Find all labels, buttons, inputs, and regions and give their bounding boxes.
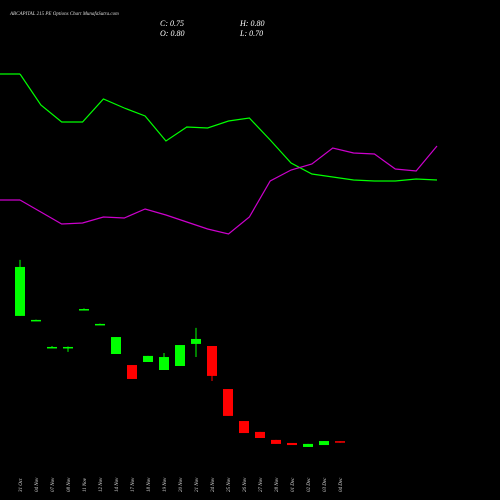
chart-title: ABCAPITAL 215 PE Options Chart MunafaSut…	[9, 12, 119, 17]
x-tick-label: 17 Nov	[131, 477, 136, 492]
x-tick-label: 01 Dec	[291, 477, 296, 492]
x-tick-label: 19 Nov	[163, 477, 168, 492]
x-tick-label: 27 Nov	[259, 477, 264, 492]
x-tick-label: 25 Nov	[227, 477, 232, 492]
candle-body	[143, 355, 153, 362]
x-tick-label: 07 Nov	[51, 477, 56, 492]
candle-body	[63, 346, 73, 349]
candle-body	[303, 443, 313, 447]
candle-body	[319, 441, 329, 446]
x-tick-label: 21 Nov	[195, 477, 200, 492]
x-tick-label: 03 Dec	[323, 477, 328, 492]
high-text: H: 0.80	[239, 19, 264, 28]
candle-body	[47, 346, 57, 349]
line-series	[19, 73, 438, 182]
x-tick-label: 14 Nov	[115, 477, 120, 492]
candle-body	[31, 319, 41, 322]
candle-body	[207, 346, 217, 376]
candle-body	[159, 357, 169, 370]
candle-body	[255, 431, 265, 438]
x-tick-label: 02 Dec	[307, 477, 312, 492]
x-tick-label: 20 Nov	[179, 477, 184, 492]
close-text: C: 0.75	[160, 19, 184, 28]
x-tick-label: 31 Oct	[19, 478, 24, 492]
open-text: O: 0.80	[160, 29, 184, 38]
candle-body	[191, 338, 201, 344]
x-tick-label: 26 Nov	[243, 477, 248, 492]
candle-body	[127, 365, 137, 379]
candle-body	[175, 345, 185, 366]
candle-body	[271, 439, 281, 444]
x-tick-label: 08 Nov	[67, 477, 72, 492]
candle-body	[95, 323, 105, 326]
x-tick-label: 24 Nov	[211, 477, 216, 492]
x-tick-label: 04 Nov	[35, 477, 40, 492]
x-tick-label: 28 Nov	[275, 477, 280, 492]
x-tick-label: 12 Nov	[99, 477, 104, 492]
line-series	[19, 145, 438, 235]
x-tick-label: 11 Nov	[83, 477, 88, 492]
candle-body	[15, 266, 25, 316]
x-tick-label: 18 Nov	[147, 477, 152, 492]
candle-body	[239, 421, 249, 434]
candle-body	[111, 337, 121, 354]
candle-body	[287, 442, 297, 446]
candle-body	[223, 389, 233, 416]
candle-body	[79, 309, 89, 311]
candle-body	[335, 441, 345, 443]
low-text: L: 0.70	[239, 29, 263, 38]
x-tick-label: 04 Dec	[339, 477, 344, 492]
